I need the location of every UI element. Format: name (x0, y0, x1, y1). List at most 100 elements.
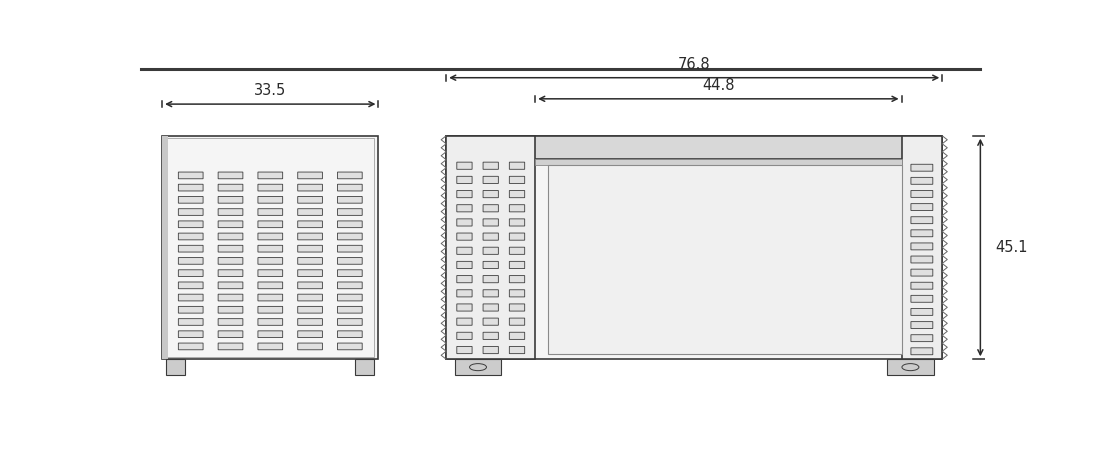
Bar (535, 159, 901, 165)
FancyBboxPatch shape (337, 282, 362, 289)
FancyBboxPatch shape (484, 162, 499, 169)
FancyBboxPatch shape (218, 197, 243, 203)
FancyBboxPatch shape (510, 332, 525, 340)
FancyBboxPatch shape (258, 233, 282, 240)
FancyBboxPatch shape (484, 304, 499, 311)
FancyBboxPatch shape (911, 256, 933, 263)
FancyBboxPatch shape (510, 290, 525, 297)
FancyBboxPatch shape (178, 343, 203, 350)
Bar (446, 136, 535, 359)
FancyBboxPatch shape (337, 233, 362, 240)
FancyBboxPatch shape (510, 205, 525, 212)
FancyBboxPatch shape (298, 331, 323, 338)
FancyBboxPatch shape (510, 276, 525, 283)
FancyBboxPatch shape (258, 258, 282, 264)
FancyBboxPatch shape (457, 290, 473, 297)
FancyBboxPatch shape (484, 346, 499, 354)
FancyBboxPatch shape (258, 319, 282, 325)
Bar (548, 165, 901, 354)
FancyBboxPatch shape (911, 348, 933, 355)
FancyBboxPatch shape (337, 221, 362, 228)
FancyBboxPatch shape (298, 282, 323, 289)
FancyBboxPatch shape (457, 318, 473, 325)
FancyBboxPatch shape (298, 270, 323, 276)
FancyBboxPatch shape (510, 233, 525, 240)
FancyBboxPatch shape (911, 217, 933, 223)
FancyBboxPatch shape (218, 343, 243, 350)
FancyBboxPatch shape (218, 282, 243, 289)
FancyBboxPatch shape (178, 197, 203, 203)
FancyBboxPatch shape (457, 346, 473, 354)
FancyBboxPatch shape (911, 204, 933, 211)
FancyBboxPatch shape (178, 270, 203, 276)
FancyBboxPatch shape (298, 343, 323, 350)
FancyBboxPatch shape (258, 221, 282, 228)
FancyBboxPatch shape (178, 233, 203, 240)
Bar (446, 136, 942, 359)
FancyBboxPatch shape (298, 221, 323, 228)
FancyBboxPatch shape (337, 209, 362, 215)
FancyBboxPatch shape (911, 243, 933, 250)
FancyBboxPatch shape (298, 209, 323, 215)
FancyBboxPatch shape (457, 162, 473, 169)
Bar (166, 359, 185, 375)
FancyBboxPatch shape (218, 270, 243, 276)
FancyBboxPatch shape (911, 164, 933, 171)
FancyBboxPatch shape (484, 205, 499, 212)
FancyBboxPatch shape (258, 197, 282, 203)
Text: 76.8: 76.8 (678, 57, 710, 72)
FancyBboxPatch shape (298, 319, 323, 325)
FancyBboxPatch shape (298, 294, 323, 301)
FancyBboxPatch shape (484, 290, 499, 297)
FancyBboxPatch shape (337, 258, 362, 264)
Bar (901, 136, 942, 359)
FancyBboxPatch shape (178, 184, 203, 191)
FancyBboxPatch shape (911, 322, 933, 329)
FancyBboxPatch shape (911, 191, 933, 197)
FancyBboxPatch shape (510, 247, 525, 255)
FancyBboxPatch shape (911, 295, 933, 302)
FancyBboxPatch shape (457, 247, 473, 255)
FancyBboxPatch shape (218, 245, 243, 252)
FancyBboxPatch shape (218, 184, 243, 191)
FancyBboxPatch shape (484, 332, 499, 340)
Bar (887, 359, 933, 375)
FancyBboxPatch shape (484, 233, 499, 240)
FancyBboxPatch shape (178, 172, 203, 179)
FancyBboxPatch shape (337, 172, 362, 179)
FancyBboxPatch shape (911, 335, 933, 341)
FancyBboxPatch shape (510, 219, 525, 226)
FancyBboxPatch shape (258, 245, 282, 252)
FancyBboxPatch shape (258, 282, 282, 289)
Bar (162, 136, 168, 359)
FancyBboxPatch shape (457, 276, 473, 283)
FancyBboxPatch shape (484, 191, 499, 198)
FancyBboxPatch shape (258, 172, 282, 179)
FancyBboxPatch shape (510, 176, 525, 184)
FancyBboxPatch shape (484, 247, 499, 255)
FancyBboxPatch shape (484, 261, 499, 269)
FancyBboxPatch shape (457, 219, 473, 226)
FancyBboxPatch shape (258, 343, 282, 350)
FancyBboxPatch shape (484, 318, 499, 325)
FancyBboxPatch shape (457, 261, 473, 269)
FancyBboxPatch shape (457, 304, 473, 311)
FancyBboxPatch shape (178, 258, 203, 264)
FancyBboxPatch shape (457, 205, 473, 212)
Bar (166, 138, 374, 357)
FancyBboxPatch shape (178, 209, 203, 215)
FancyBboxPatch shape (258, 331, 282, 338)
FancyBboxPatch shape (218, 331, 243, 338)
FancyBboxPatch shape (218, 319, 243, 325)
FancyBboxPatch shape (510, 191, 525, 198)
FancyBboxPatch shape (337, 245, 362, 252)
FancyBboxPatch shape (178, 221, 203, 228)
FancyBboxPatch shape (298, 233, 323, 240)
Text: 44.8: 44.8 (702, 78, 735, 93)
FancyBboxPatch shape (457, 191, 473, 198)
FancyBboxPatch shape (218, 306, 243, 313)
FancyBboxPatch shape (510, 346, 525, 354)
FancyBboxPatch shape (218, 172, 243, 179)
FancyBboxPatch shape (484, 219, 499, 226)
FancyBboxPatch shape (337, 270, 362, 276)
